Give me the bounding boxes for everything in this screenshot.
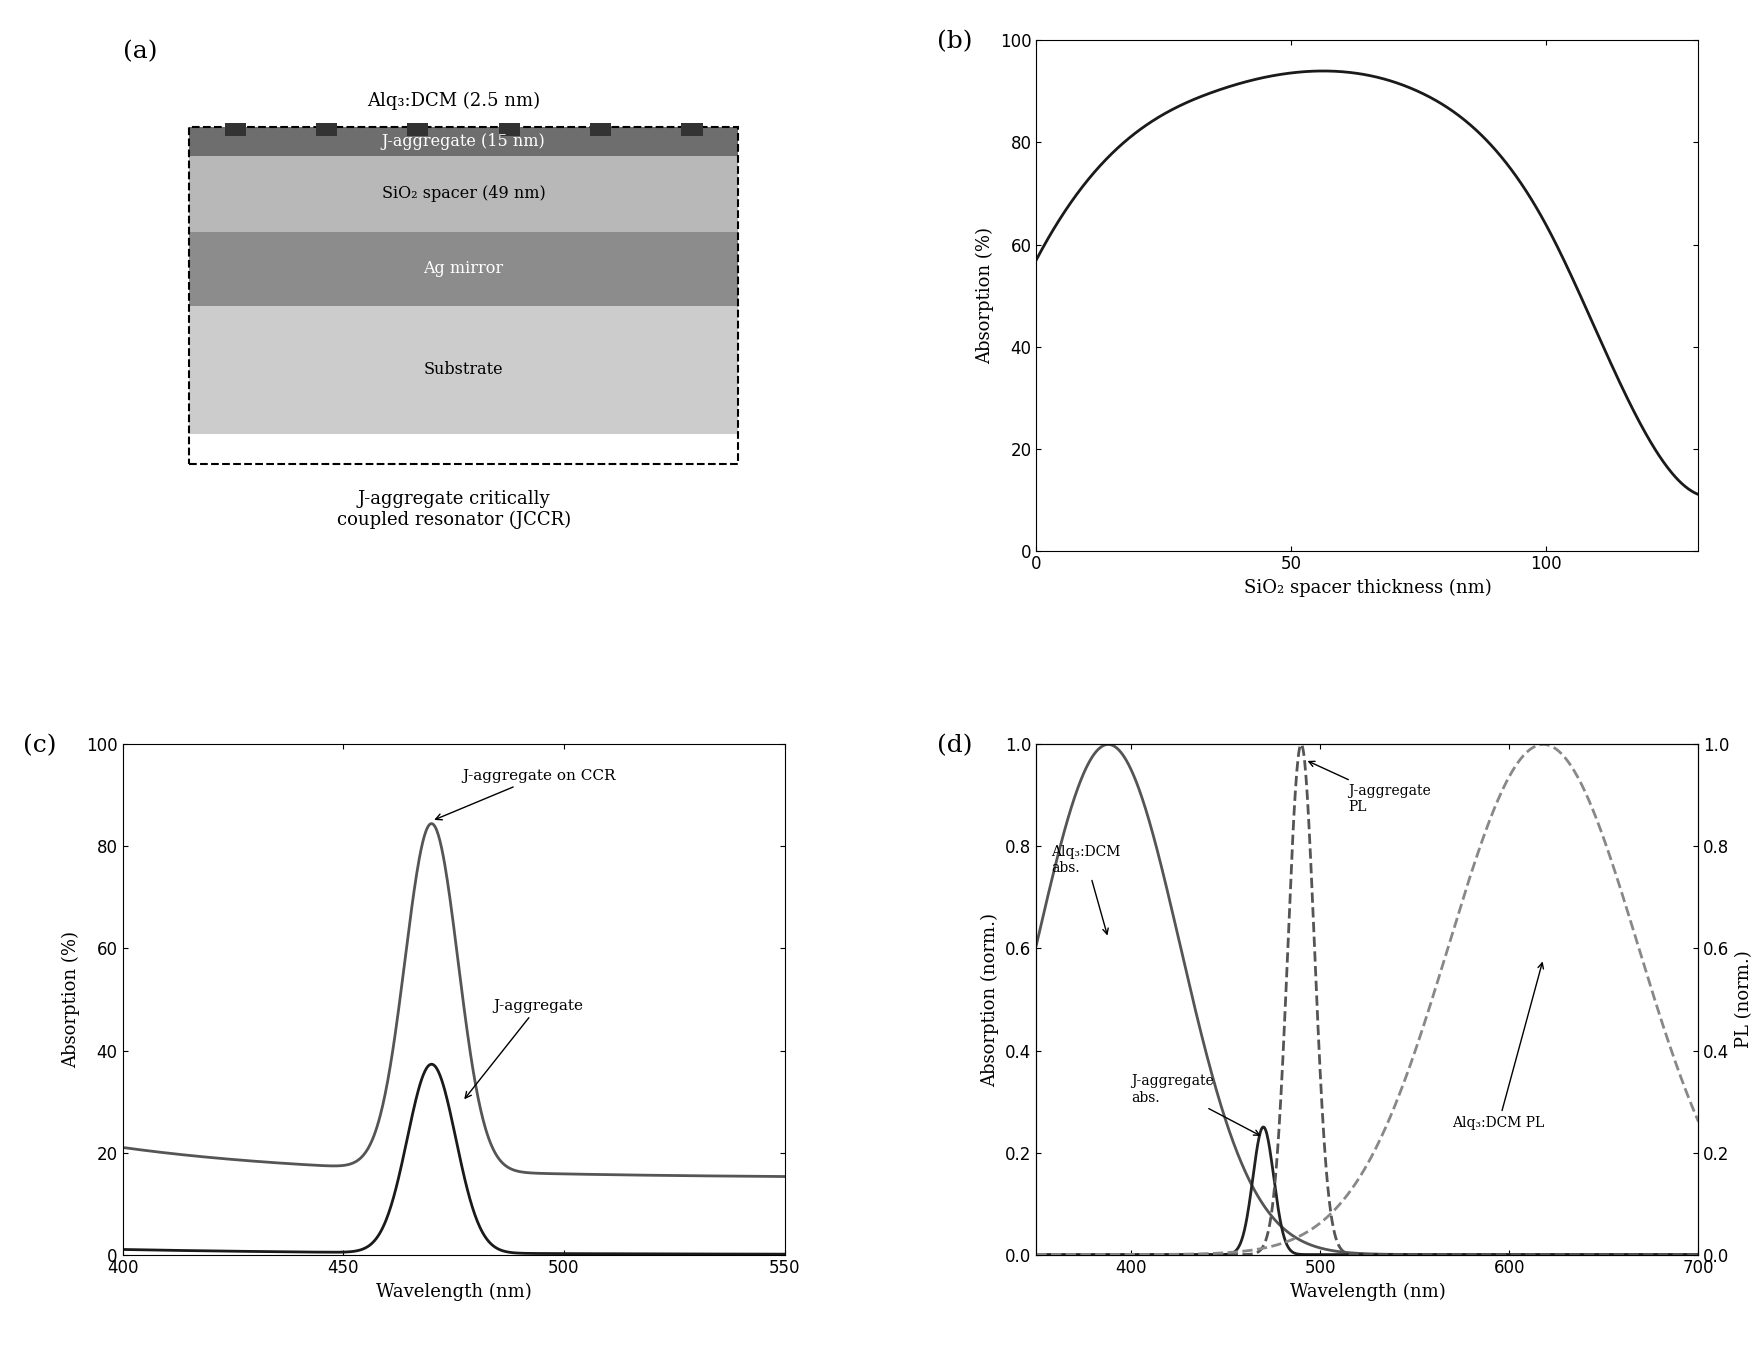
X-axis label: Wavelength (nm): Wavelength (nm) xyxy=(1289,1283,1445,1302)
Text: J-aggregate on CCR: J-aggregate on CCR xyxy=(436,769,616,820)
Bar xyxy=(189,127,739,464)
Bar xyxy=(499,123,520,136)
Text: Alq₃:DCM (2.5 nm): Alq₃:DCM (2.5 nm) xyxy=(368,92,541,109)
Text: Alq₃:DCM
abs.: Alq₃:DCM abs. xyxy=(1051,844,1121,934)
Y-axis label: PL (norm.): PL (norm.) xyxy=(1735,951,1751,1048)
Bar xyxy=(189,306,739,433)
Y-axis label: Absorption (%): Absorption (%) xyxy=(975,227,995,364)
X-axis label: SiO₂ spacer thickness (nm): SiO₂ spacer thickness (nm) xyxy=(1243,579,1492,598)
Text: (a): (a) xyxy=(123,40,158,63)
Text: SiO₂ spacer (49 nm): SiO₂ spacer (49 nm) xyxy=(382,185,546,202)
Text: J-aggregate critically
coupled resonator (JCCR): J-aggregate critically coupled resonator… xyxy=(336,490,571,529)
Bar xyxy=(315,123,338,136)
Text: Substrate: Substrate xyxy=(424,362,503,378)
Text: Alq₃:DCM PL: Alq₃:DCM PL xyxy=(1453,963,1544,1130)
Text: Ag mirror: Ag mirror xyxy=(424,260,504,277)
Y-axis label: Absorption (norm.): Absorption (norm.) xyxy=(981,912,1000,1086)
Bar xyxy=(408,123,429,136)
Y-axis label: Absorption (%): Absorption (%) xyxy=(63,931,81,1068)
Text: J-aggregate
PL: J-aggregate PL xyxy=(1310,761,1431,813)
Bar xyxy=(189,232,739,306)
Bar xyxy=(189,127,739,156)
Bar xyxy=(189,156,739,232)
Text: (d): (d) xyxy=(937,734,972,757)
Text: J-aggregate
abs.: J-aggregate abs. xyxy=(1131,1074,1259,1136)
Text: (c): (c) xyxy=(23,734,56,757)
Bar xyxy=(681,123,702,136)
Text: J-aggregate (15 nm): J-aggregate (15 nm) xyxy=(382,134,546,150)
Text: J-aggregate: J-aggregate xyxy=(466,998,583,1098)
Bar xyxy=(590,123,611,136)
X-axis label: Wavelength (nm): Wavelength (nm) xyxy=(376,1283,532,1302)
Bar xyxy=(224,123,245,136)
Text: (b): (b) xyxy=(937,30,972,53)
